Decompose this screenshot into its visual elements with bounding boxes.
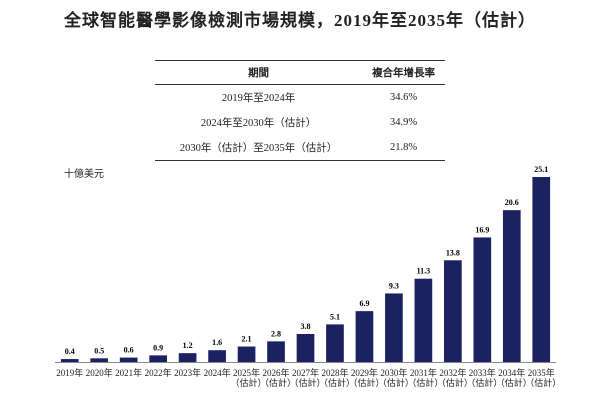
x-tick-label: 2031年（估計） [407, 368, 444, 388]
x-tick-label: 2027年（估計） [289, 368, 326, 388]
data-label: 6.9 [359, 299, 369, 308]
y-label: 十億美元 [64, 169, 104, 180]
x-tick-label: 2034年（估計） [495, 368, 532, 388]
data-label: 25.1 [534, 165, 548, 174]
bar [473, 237, 492, 362]
bar [385, 293, 403, 362]
bar [90, 358, 109, 362]
data-label: 0.9 [153, 343, 163, 352]
cell: 34.6% [390, 92, 418, 103]
bar [296, 333, 315, 362]
data-label: 0.5 [94, 346, 104, 355]
data-label: 2.1 [242, 335, 252, 344]
data-label: 1.6 [212, 338, 222, 347]
data-label: 5.1 [330, 312, 340, 321]
data-label: 11.3 [417, 267, 431, 276]
table-header: 期間 複合年增長率 [155, 60, 445, 85]
bar [267, 341, 285, 362]
data-label: 13.8 [446, 248, 460, 257]
x-tick-label: 2019年 [56, 368, 84, 378]
table-row: 2019年至2024年 34.6% [155, 85, 445, 111]
x-tick-label: 2023年 [174, 368, 202, 378]
cagr-table: 期間 複合年增長率 2019年至2024年 34.6% 2024年至2030年（… [155, 60, 445, 161]
bar [208, 350, 226, 362]
x-tick-label: 2025年（估計） [230, 368, 267, 388]
cell: 34.9% [390, 117, 418, 128]
data-label: 16.9 [475, 225, 489, 234]
data-label: 3.8 [301, 322, 311, 331]
bar [414, 278, 433, 362]
data-label: 0.4 [65, 347, 75, 356]
x-tick-label: 2020年 [85, 368, 113, 378]
x-tick-label: 2032年（估計） [436, 368, 473, 388]
x-tick-label: 2035年（估計） [525, 368, 562, 388]
x-tick-label: 2030年（估計） [377, 368, 414, 388]
bar [119, 357, 138, 362]
x-tick-label: 2028年（估計） [318, 368, 355, 388]
bar [60, 359, 79, 362]
header-cell: 複合年增長率 [362, 60, 445, 85]
title: 全球智能醫學影像檢測市場規模，2019年至2035年（估計） [64, 11, 536, 30]
bar [149, 355, 167, 362]
x-tick-label: 2033年（估計） [466, 368, 503, 388]
cell: 2019年至2024年 [221, 93, 296, 104]
x-tick-label: 2022年 [144, 368, 172, 378]
bar [326, 324, 344, 362]
data-label: 2.8 [271, 329, 281, 338]
x-tick-label: 2021年 [115, 368, 143, 378]
bar [532, 177, 551, 362]
data-label: 1.2 [183, 341, 193, 350]
table-row: 2024年至2030年（估計） 34.9% [155, 110, 445, 135]
x-tick-label: 2024年 [203, 368, 231, 378]
data-label: 9.3 [389, 281, 399, 290]
bar [237, 346, 256, 362]
x-tick-label: 2026年（估計） [260, 368, 297, 388]
bar [178, 353, 197, 362]
bar [355, 311, 374, 362]
cell: 2030年（估計）至2035年（估計） [155, 135, 363, 161]
bar [444, 260, 462, 362]
cell: 21.8% [362, 135, 445, 161]
table-row: 2030年（估計）至2035年（估計） 21.8% [155, 135, 445, 161]
x-tick-label: 2029年（估計） [348, 368, 385, 388]
cell: 2024年至2030年（估計） [200, 118, 317, 129]
header-cell: 期間 [155, 60, 363, 85]
data-label: 0.6 [124, 346, 134, 355]
data-label: 20.6 [505, 198, 519, 207]
bar [502, 210, 521, 362]
